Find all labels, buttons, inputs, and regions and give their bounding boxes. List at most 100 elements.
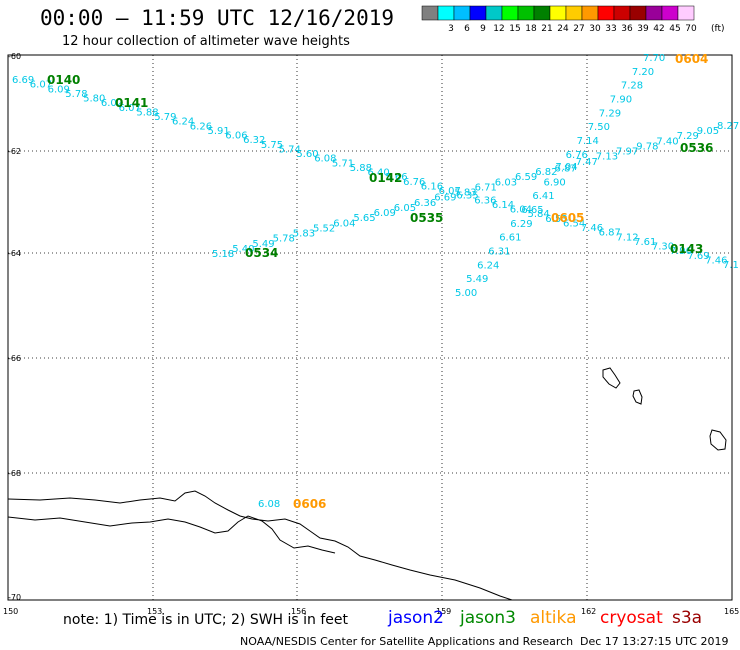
- satellite-altika: altika: [530, 608, 577, 628]
- lon-label: 162: [581, 607, 596, 616]
- wave-height-value: 6.40: [368, 168, 390, 179]
- wave-height-value: 6.35: [456, 191, 478, 202]
- wave-height-value: 6.65: [521, 205, 543, 216]
- legend-swatch: [613, 5, 631, 21]
- legend-tick-label: 15: [509, 24, 520, 34]
- legend-swatch: [469, 5, 487, 21]
- legend-tick-label: 27: [573, 24, 584, 34]
- wave-height-value: 7.96: [670, 246, 692, 257]
- lat-label: -70: [8, 593, 21, 602]
- wave-height-value: 5.78: [273, 234, 295, 245]
- wave-height-value: 6.54: [563, 218, 585, 229]
- legend-tick-label: 18: [525, 24, 537, 34]
- wave-height-value: 7.29: [599, 108, 621, 119]
- wave-height-value: 6.04: [510, 205, 532, 216]
- wave-height-value: 5.74: [279, 144, 301, 155]
- lon-label: 165: [724, 607, 739, 616]
- legend-tick-label: 36: [621, 24, 633, 34]
- island: [632, 389, 643, 405]
- wave-height-value: 6.76: [566, 150, 588, 161]
- wave-height-value: 7.46: [705, 255, 727, 266]
- pass-label: 0140: [47, 73, 80, 87]
- wave-height-value: 6.59: [515, 172, 537, 183]
- lat-label: -66: [8, 354, 21, 363]
- wave-height-value: 6.87: [555, 164, 577, 175]
- pass-label: 0534: [245, 246, 278, 260]
- wave-height-value: 9.05: [697, 126, 719, 137]
- legend-unit: (ft): [711, 24, 725, 34]
- lon-label: 159: [436, 607, 451, 616]
- wave-height-value: 5.60: [296, 149, 318, 160]
- wave-height-value: 9.78: [636, 142, 658, 153]
- color-legend: 3 6 9 12 15 18 21 24 27 30 33 36 39 42 45 70: [421, 5, 697, 34]
- wave-height-value: 6.82: [535, 167, 557, 178]
- wave-height-value: 6.61: [499, 233, 521, 244]
- legend-swatch: [677, 5, 695, 21]
- lon-label: 156: [291, 607, 306, 616]
- wave-height-value: 6.36: [414, 198, 436, 209]
- lon-label: 150: [3, 607, 18, 616]
- latitude-labels: -60 -62 -64 -66 -68 -70: [8, 52, 21, 602]
- wave-height-value: 5.91: [208, 126, 230, 137]
- wave-height-value: 7.04: [555, 162, 577, 173]
- lat-label: -64: [8, 249, 21, 258]
- wave-height-value: 6.41: [532, 191, 554, 202]
- wave-height-value: 5.00: [455, 288, 477, 299]
- legend-tick-label: 45: [669, 24, 680, 34]
- legend-swatch: [501, 5, 519, 21]
- wave-height-value: 5.65: [353, 213, 375, 224]
- pass-label: 0143: [670, 242, 703, 256]
- wave-height-value: 6.26: [190, 121, 212, 132]
- legend-swatch: [661, 5, 679, 21]
- lat-label: -60: [8, 52, 21, 61]
- wave-height-value: 6.24: [477, 260, 499, 271]
- credit-line: NOAA/NESDIS Center for Satellite Applica…: [240, 635, 574, 648]
- satellite-cryosat: cryosat: [600, 608, 663, 628]
- wave-height-value: 6.31: [488, 247, 510, 258]
- wave-height-value: 5.88: [350, 163, 372, 174]
- wave-height-value: 6.29: [510, 219, 532, 230]
- wave-height-value: 7.13: [596, 152, 618, 163]
- wave-height-value: 7.29: [677, 131, 699, 142]
- longitude-labels: 150 153 156 159 162 165: [3, 607, 739, 616]
- wave-height-value: 7.12: [616, 232, 638, 243]
- wave-height-value: 5.84: [528, 209, 550, 220]
- wave-height-value: 5.78: [65, 89, 87, 100]
- wave-height-value: 6.24: [172, 117, 194, 128]
- legend-swatch: [645, 5, 663, 21]
- legend-swatch: [597, 5, 615, 21]
- legend-swatch: [629, 5, 647, 21]
- wave-height-value: 6.07: [30, 80, 52, 91]
- map-frame: [7, 54, 733, 601]
- track-sw-ne: 5.185.405.495.785.835.526.045.656.096.05…: [212, 121, 739, 260]
- legend-tick-label: 21: [541, 24, 552, 34]
- wave-height-value: 5.71: [332, 158, 354, 169]
- pass-labels: 0140 0141 0142 0143 0534 0535 0536 0604 …: [47, 52, 713, 511]
- wave-height-value: 6.76: [403, 177, 425, 188]
- wave-height-value: 5.52: [313, 223, 335, 234]
- wave-height-value: 7.61: [634, 237, 656, 248]
- pass-label: 0535: [410, 211, 443, 225]
- pass-label: 0606: [293, 497, 326, 511]
- wave-height-value: 7.90: [610, 95, 632, 106]
- wave-height-value: 5.80: [83, 94, 105, 105]
- wave-height-value: 6.08: [314, 154, 336, 165]
- legend-tick-label: 39: [637, 24, 649, 34]
- legend-tick-label: 24: [557, 24, 569, 34]
- wave-height-value: 6.07: [439, 186, 461, 197]
- generated-timestamp: Dec 17 13:27:15 UTC 2019: [580, 635, 729, 648]
- wave-height-value: 7.97: [616, 147, 638, 158]
- pass-label: 0604: [675, 52, 708, 66]
- wave-height-value: 5.83: [293, 229, 315, 240]
- wave-height-value: 5.66: [385, 172, 407, 183]
- lat-label: -68: [8, 469, 21, 478]
- legend-swatch: [565, 5, 583, 21]
- legend-swatch: [421, 5, 439, 21]
- pass-label: 0605: [551, 211, 584, 225]
- legend-tick-label: 9: [480, 24, 486, 34]
- track-s-n: 5.00 5.49 6.24 6.31 6.61 6.29 6.65 6.41 6.90 6.87…: [455, 53, 665, 299]
- wave-height-value: 5.49: [466, 274, 488, 285]
- pass-label: 0142: [369, 171, 402, 185]
- wave-height-value: 6.08: [258, 499, 280, 510]
